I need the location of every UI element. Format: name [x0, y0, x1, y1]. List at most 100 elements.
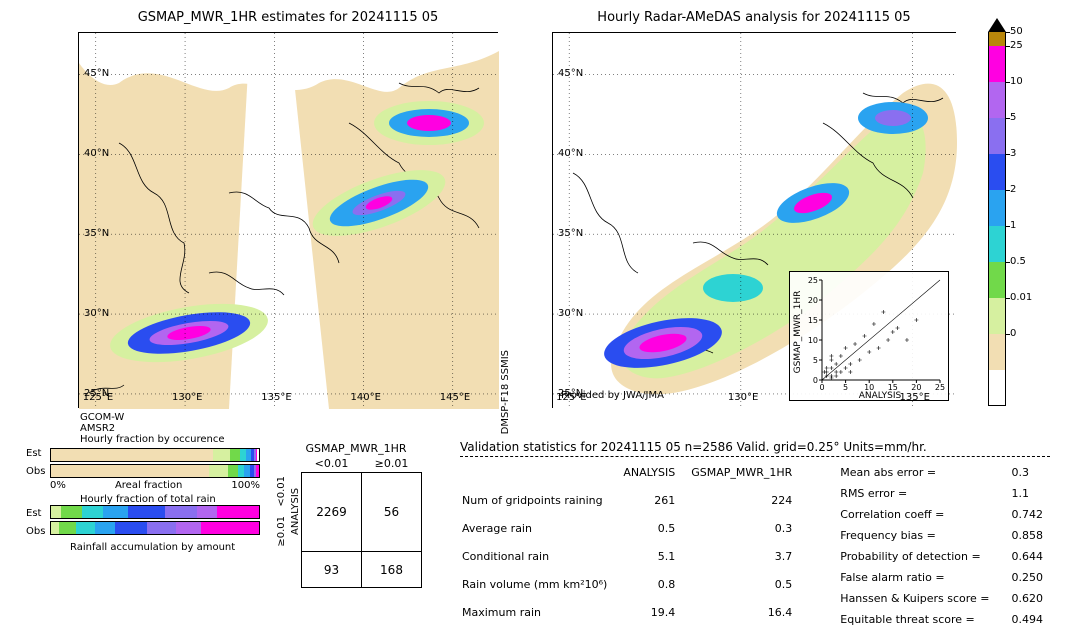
stat-gsmap: 3.7 — [691, 547, 806, 573]
bar-seg — [51, 465, 209, 477]
bar-seg — [201, 522, 259, 534]
ct-col-1: ≥0.01 — [362, 455, 422, 473]
stat-label: RMS error = — [840, 484, 1003, 503]
bar-seg — [51, 506, 61, 518]
row-obs-2: Obs — [26, 526, 45, 537]
bar-est-2 — [50, 505, 260, 519]
bar-seg — [51, 449, 213, 461]
colorbar-tick: 50 — [1010, 26, 1023, 37]
bar-seg — [115, 522, 146, 534]
stat-value: 0.742 — [1006, 505, 1058, 524]
ct-10: 93 — [302, 552, 362, 588]
ct-row-0: <0.01 — [276, 476, 287, 507]
colorbar-seg — [988, 298, 1006, 334]
svg-text:25: 25 — [808, 276, 818, 285]
ct-row-1: ≥0.01 — [276, 516, 287, 547]
bar-seg — [76, 522, 95, 534]
ct-row-axis: ANALYSIS — [290, 475, 301, 547]
stat-value: 0.494 — [1006, 610, 1058, 629]
colorbar-seg — [988, 118, 1006, 154]
colorbar-seg — [988, 154, 1006, 190]
stat-label: Frequency bias = — [840, 526, 1003, 545]
title-left: GSMAP_MWR_1HR estimates for 20241115 05 — [78, 10, 498, 25]
lon-tick: 135°E — [261, 392, 291, 403]
stat-label: Conditional rain — [462, 547, 621, 573]
lon-tick: 130°E — [172, 392, 202, 403]
bar-seg — [176, 522, 201, 534]
bar-seg — [256, 449, 257, 461]
svg-text:25: 25 — [935, 383, 945, 392]
stat-value: 0.3 — [1006, 463, 1058, 482]
bar-seg — [82, 506, 103, 518]
stats-table-right: Mean abs error = 0.3RMS error = 1.1Corre… — [838, 461, 1059, 631]
lat-tick: 45°N — [84, 68, 109, 79]
colorbar-seg — [988, 226, 1006, 262]
svg-text:5: 5 — [843, 383, 848, 392]
stat-gsmap: 0.3 — [691, 519, 806, 545]
colorbar-tick: 1 — [1010, 220, 1016, 231]
stats-divider — [460, 456, 1050, 457]
frac1-title: Hourly fraction by occurence — [80, 434, 224, 445]
bar-est-1 — [50, 448, 260, 462]
frac2-title: Hourly fraction of total rain — [80, 494, 216, 505]
bar-obs-2 — [50, 521, 260, 535]
colorbar-seg — [988, 32, 1006, 46]
lat-tick: 40°N — [558, 148, 583, 159]
stat-gsmap: 0.5 — [691, 575, 806, 601]
svg-text:0: 0 — [819, 383, 824, 392]
lat-tick: 35°N — [84, 228, 109, 239]
stats-colh-1: ANALYSIS — [623, 463, 689, 489]
colorbar-tick: 0 — [1010, 328, 1016, 339]
colorbar-seg — [988, 46, 1006, 82]
ct-11: 168 — [362, 552, 422, 588]
lat-tick: 30°N — [558, 308, 583, 319]
lon-tick: 135°E — [900, 392, 930, 403]
colorbar-tick: 2 — [1010, 184, 1016, 195]
ct-title: GSMAP_MWR_1HR — [290, 442, 422, 455]
svg-text:10: 10 — [808, 336, 818, 345]
lon-tick: 130°E — [728, 392, 758, 403]
stat-value: 0.620 — [1006, 589, 1058, 608]
colorbar-seg — [988, 190, 1006, 226]
ct-00: 2269 — [302, 473, 362, 552]
bar-seg — [230, 449, 240, 461]
lon-tick: 145°E — [440, 392, 470, 403]
stat-analysis: 0.8 — [623, 575, 689, 601]
row-est-1: Est — [26, 448, 41, 459]
colorbar-seg — [988, 334, 1006, 370]
colorbar-tick: 0.01 — [1010, 292, 1032, 303]
stat-gsmap: 16.4 — [691, 603, 806, 629]
bar-seg — [217, 506, 259, 518]
bar-seg — [209, 465, 228, 477]
stat-value: 0.858 — [1006, 526, 1058, 545]
stats-colh-2: GSMAP_MWR_1HR — [691, 463, 806, 489]
scatter-xlabel: ANALYSIS — [859, 391, 902, 401]
stat-analysis: 261 — [623, 491, 689, 517]
stat-label: Hanssen & Kuipers score = — [840, 589, 1003, 608]
title-right: Hourly Radar-AMeDAS analysis for 2024111… — [552, 10, 956, 25]
bar-seg — [147, 522, 176, 534]
stat-gsmap: 224 — [691, 491, 806, 517]
scatter-ylabel: GSMAP_MWR_1HR — [793, 291, 803, 374]
validation-stats: Validation statistics for 20241115 05 n=… — [460, 440, 1060, 631]
ct-col-0: <0.01 — [302, 455, 362, 473]
colorbar-overflow-arrow — [988, 18, 1006, 32]
xaxis-right: 100% — [231, 480, 260, 491]
colorbar: 50251053210.50.010 — [988, 32, 1048, 408]
bar-obs-1 — [50, 464, 260, 478]
lon-tick: 125°E — [83, 392, 113, 403]
stat-label: Num of gridpoints raining — [462, 491, 621, 517]
stat-label: Correlation coeff = — [840, 505, 1003, 524]
svg-text:20: 20 — [808, 296, 818, 305]
bar-seg — [165, 506, 196, 518]
attr-dmsp: DMSP-F18 SSMIS — [500, 350, 511, 434]
lat-tick: 40°N — [84, 148, 109, 159]
stats-header: Validation statistics for 20241115 05 n=… — [460, 440, 1060, 454]
ct-01: 56 — [362, 473, 422, 552]
map-right: 0510152025 0510152025 ANALYSIS GSMAP_MWR… — [552, 32, 956, 408]
contingency-table: GSMAP_MWR_1HR <0.01 ≥0.01 ANALYSIS 2269 … — [290, 442, 422, 588]
stats-table-left: ANALYSIS GSMAP_MWR_1HR Num of gridpoints… — [460, 461, 808, 631]
bar-seg — [197, 506, 218, 518]
bar-seg — [95, 522, 116, 534]
colorbar-tick: 3 — [1010, 148, 1016, 159]
